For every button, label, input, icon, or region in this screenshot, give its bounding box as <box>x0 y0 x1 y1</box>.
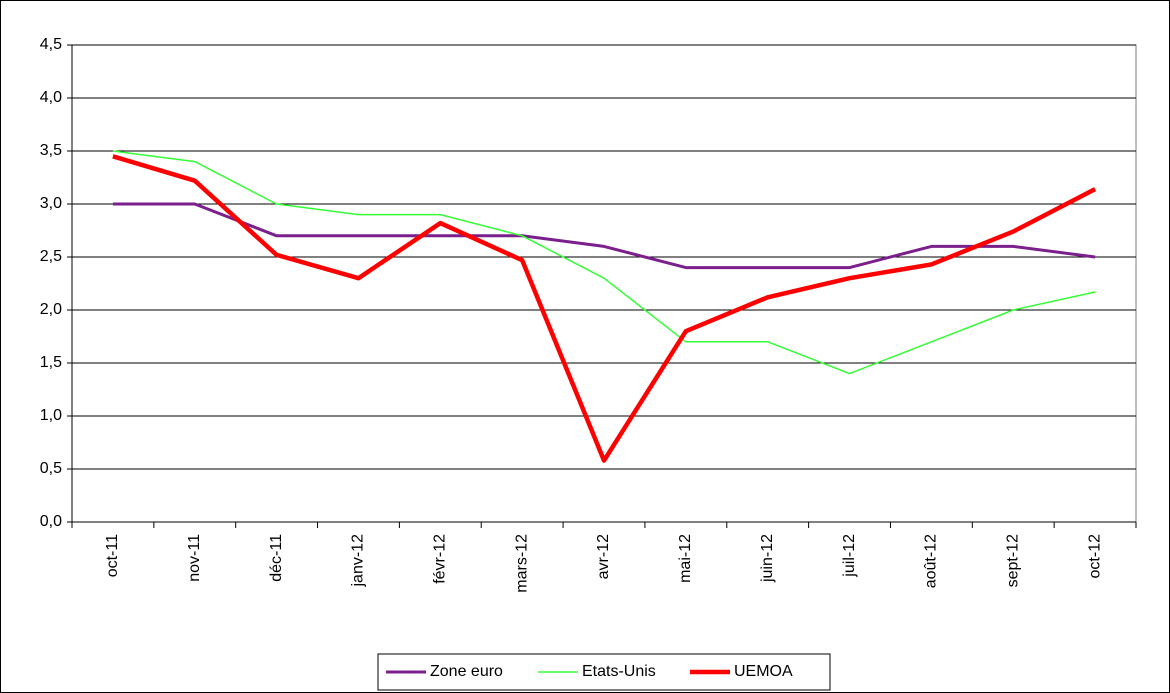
y-tick-label: 0,5 <box>40 460 62 477</box>
series-line <box>112 154 1097 463</box>
x-tick-label: mars-12 <box>513 534 530 593</box>
series-line <box>112 150 1096 375</box>
x-tick-label: mai-12 <box>677 534 694 583</box>
x-tick-label: sept-12 <box>1004 534 1021 587</box>
series-line <box>112 202 1096 270</box>
x-tick-label: déc-11 <box>268 534 285 582</box>
x-tick-label: févr-12 <box>432 534 449 584</box>
legend-label: UEMOA <box>734 663 793 680</box>
legend-label: Etats-Unis <box>582 663 656 680</box>
legend-label: Zone euro <box>430 663 503 680</box>
y-tick-label: 0,0 <box>40 513 62 530</box>
y-tick-label: 2,5 <box>40 248 62 265</box>
x-tick-label: nov-11 <box>186 534 203 582</box>
x-tick-label: janv-12 <box>350 534 367 588</box>
x-tick-label: août-12 <box>923 534 940 588</box>
y-tick-label: 1,0 <box>40 407 62 424</box>
legend-box <box>377 653 831 691</box>
x-tick-label: juin-12 <box>759 534 776 583</box>
y-tick-label: 4,0 <box>40 89 62 106</box>
x-tick-label: juil-12 <box>841 534 858 578</box>
x-tick-label: oct-12 <box>1086 534 1103 579</box>
y-tick-label: 1,5 <box>40 354 62 371</box>
y-tick-label: 2,0 <box>40 301 62 318</box>
y-tick-label: 4,5 <box>40 36 62 53</box>
x-tick-label: avr-12 <box>595 534 612 579</box>
y-tick-label: 3,5 <box>40 142 62 159</box>
x-tick-label: oct-11 <box>104 534 121 577</box>
y-tick-label: 3,0 <box>40 195 62 212</box>
